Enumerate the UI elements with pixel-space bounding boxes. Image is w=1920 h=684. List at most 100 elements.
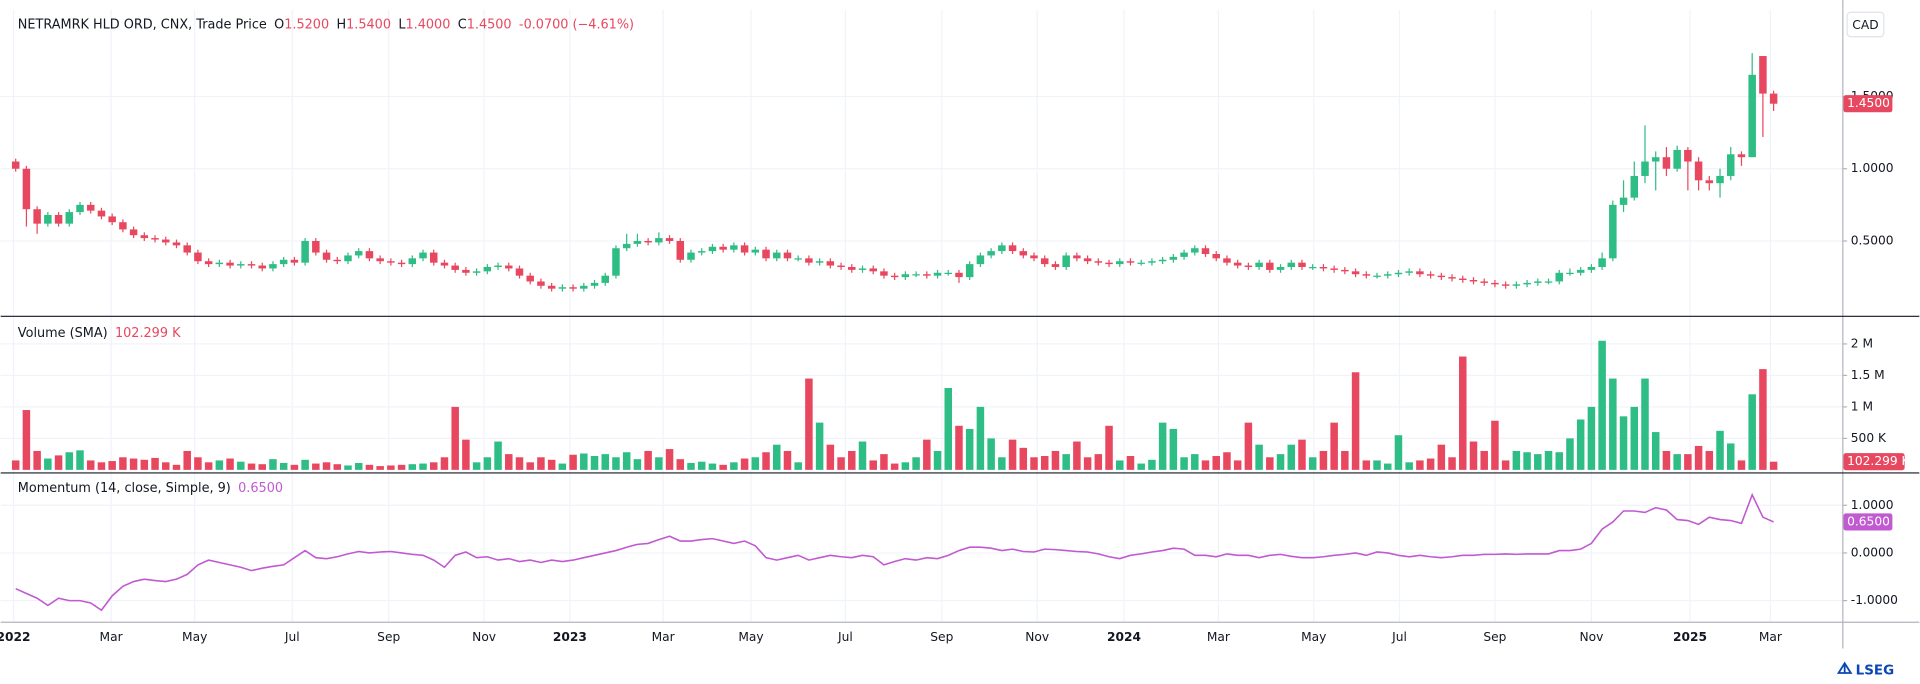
candle-body bbox=[1534, 281, 1542, 283]
volume-bar bbox=[1062, 454, 1070, 470]
candle-body bbox=[119, 222, 127, 230]
x-tick-label: Jul bbox=[1391, 630, 1407, 644]
logo: LSEG bbox=[1836, 661, 1894, 679]
volume-bar bbox=[708, 463, 717, 470]
volume-bar bbox=[1255, 444, 1263, 470]
volume-bar bbox=[558, 463, 567, 470]
volume-bar bbox=[1544, 450, 1553, 470]
candle-body bbox=[301, 240, 309, 263]
candle-body bbox=[1255, 262, 1263, 268]
volume-bar bbox=[1426, 458, 1435, 470]
currency-box[interactable] bbox=[1846, 11, 1885, 38]
logo-text: LSEG bbox=[1856, 664, 1894, 679]
volume-bar bbox=[76, 450, 84, 470]
candle-body bbox=[1223, 258, 1231, 263]
candle-body bbox=[129, 229, 138, 236]
volume-bar bbox=[644, 450, 652, 470]
volume-bar bbox=[354, 462, 363, 470]
volume-bar bbox=[290, 464, 299, 470]
volume-bar bbox=[429, 462, 438, 470]
volume-bar bbox=[783, 450, 792, 470]
volume-bar bbox=[65, 452, 74, 470]
x-tick-label: May bbox=[1301, 630, 1326, 644]
x-tick-label: 2025 bbox=[1673, 630, 1707, 644]
volume-bar bbox=[751, 457, 760, 470]
volume-bar bbox=[194, 457, 202, 470]
volume-bar bbox=[965, 428, 974, 470]
x-tick-label: May bbox=[738, 630, 763, 644]
volume-bar bbox=[365, 464, 374, 470]
candle-body bbox=[1191, 248, 1199, 253]
candle-body bbox=[237, 264, 245, 266]
candle-body bbox=[11, 161, 20, 169]
candle-body bbox=[1576, 269, 1585, 273]
volume-bar bbox=[1126, 456, 1135, 470]
candle-body bbox=[730, 245, 738, 250]
candle-body bbox=[162, 239, 170, 243]
volume-bar bbox=[462, 439, 470, 470]
candle-body bbox=[976, 255, 985, 265]
candle-body bbox=[1051, 264, 1060, 268]
candle-body bbox=[1148, 261, 1156, 263]
candle-body bbox=[322, 252, 331, 260]
candle-body bbox=[762, 249, 770, 259]
volume-bar bbox=[1362, 460, 1371, 470]
volume-bar bbox=[1534, 454, 1542, 470]
candle-body bbox=[494, 265, 502, 268]
volume-bar bbox=[1383, 463, 1392, 470]
volume-bar bbox=[1201, 460, 1210, 470]
volume-bar bbox=[1394, 435, 1403, 470]
last-value-label: 102.299 K bbox=[1847, 454, 1910, 468]
candle-body bbox=[1040, 258, 1049, 265]
y-tick-label: 500 K bbox=[1851, 431, 1887, 445]
volume-bar bbox=[1437, 444, 1446, 470]
candle-body bbox=[1544, 281, 1553, 283]
y-tick-label: 1.0000 bbox=[1851, 161, 1894, 175]
volume-bar bbox=[1244, 422, 1253, 470]
x-tick-label: 2024 bbox=[1107, 630, 1141, 644]
volume-bar bbox=[97, 462, 106, 470]
legend-line: NETRAMRK HLD ORD, CNX, Trade Price O1.520… bbox=[18, 17, 634, 32]
candle-body bbox=[86, 204, 95, 211]
marks bbox=[11, 53, 1778, 612]
candle-body bbox=[140, 235, 149, 239]
candle-body bbox=[1244, 265, 1253, 268]
candle-body bbox=[215, 262, 224, 265]
volume-bar bbox=[1405, 462, 1413, 470]
candle-body bbox=[1019, 251, 1028, 256]
candle-body bbox=[97, 210, 106, 217]
candle-body bbox=[1609, 204, 1617, 259]
volume-bar bbox=[955, 425, 963, 470]
volume-bar bbox=[848, 450, 856, 470]
candle-body bbox=[1705, 180, 1714, 184]
volume-bar bbox=[1169, 428, 1178, 470]
candle-body bbox=[1587, 267, 1596, 270]
candle-body bbox=[944, 272, 953, 275]
candle-body bbox=[429, 252, 438, 263]
last-value-label: 0.6500 bbox=[1847, 514, 1890, 528]
candle-body bbox=[687, 252, 695, 260]
currency[interactable]: CAD bbox=[1852, 18, 1878, 32]
volume-bar bbox=[794, 462, 802, 470]
candle-body bbox=[1673, 149, 1681, 169]
candle-body bbox=[1073, 255, 1081, 259]
candle-body bbox=[365, 251, 374, 259]
volume-bar bbox=[376, 466, 384, 470]
volume-bar bbox=[86, 460, 95, 470]
x-tick-label: May bbox=[182, 630, 207, 644]
candle-body bbox=[655, 238, 663, 243]
ohlc-key: O bbox=[274, 17, 284, 32]
volume-bar bbox=[1651, 432, 1660, 470]
candle-body bbox=[65, 212, 74, 224]
volume-legend: Volume (SMA) 102.299 K bbox=[18, 325, 181, 340]
candle-body bbox=[204, 261, 213, 265]
x-tick-label: Sep bbox=[1483, 630, 1506, 644]
volume-bar bbox=[151, 457, 159, 470]
candle-body bbox=[1105, 262, 1113, 265]
volume-bar bbox=[505, 454, 513, 470]
volume-bar bbox=[1276, 454, 1285, 470]
x-tick-label: Jul bbox=[837, 630, 853, 644]
volume-bar bbox=[1726, 443, 1735, 470]
